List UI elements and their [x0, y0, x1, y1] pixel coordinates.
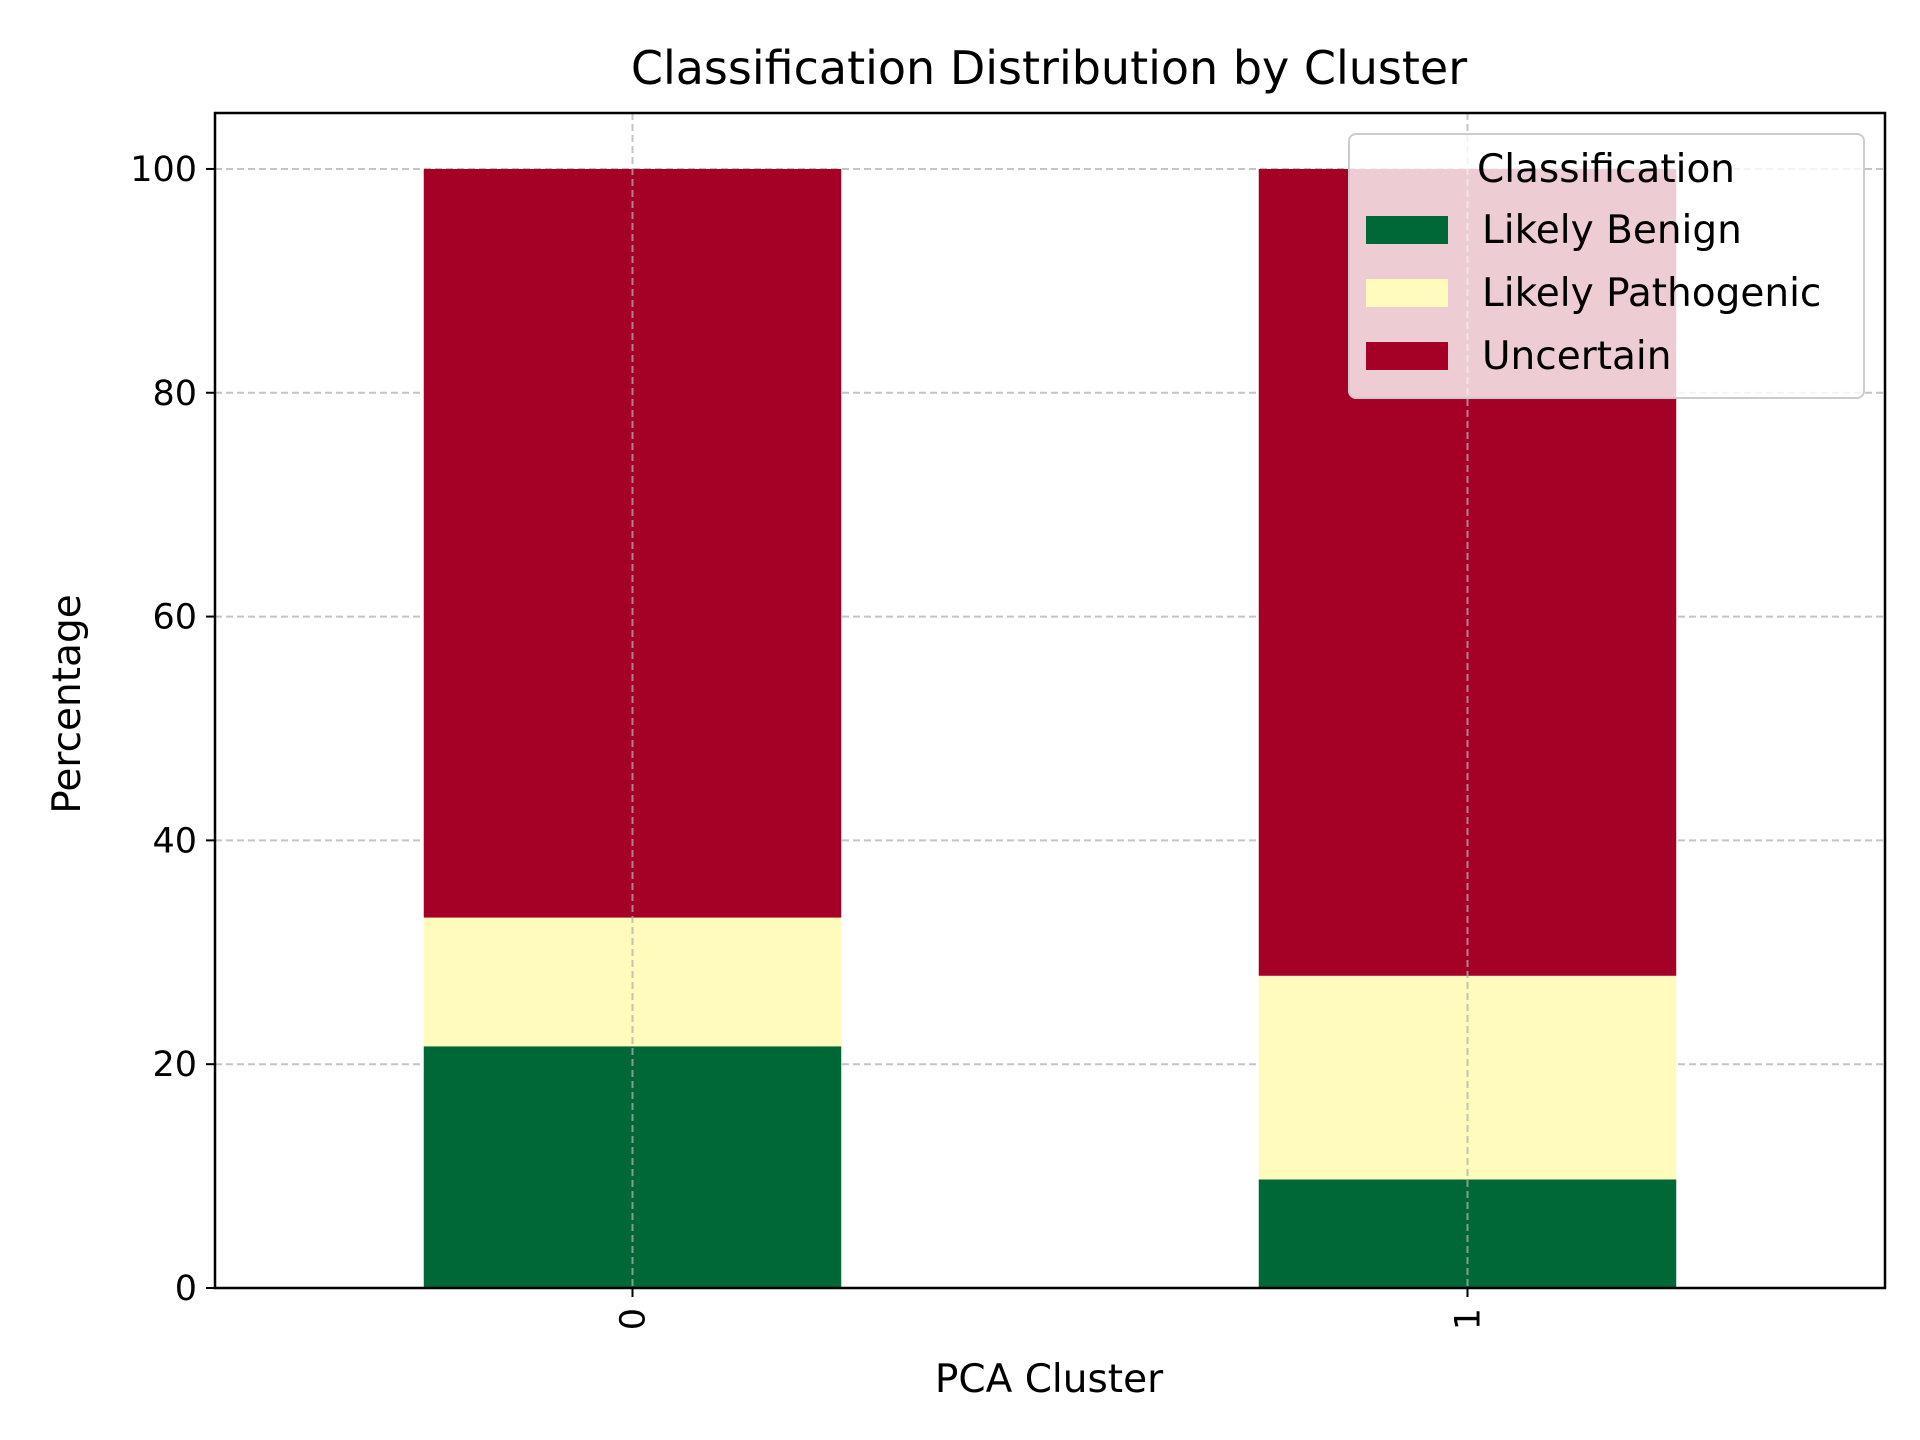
y-tick-label: 80 — [152, 374, 197, 414]
y-tick-label: 100 — [130, 150, 197, 190]
x-axis-label: PCA Cluster — [935, 1357, 1164, 1402]
y-axis-label: Percentage — [45, 594, 90, 813]
legend-label: Likely Benign — [1482, 208, 1742, 253]
x-tick-label: 1 — [1449, 1308, 1489, 1330]
legend: Classification Likely Benign Likely Patho… — [1348, 133, 1865, 399]
legend-title: Classification — [1477, 147, 1735, 192]
legend-swatch — [1366, 216, 1448, 244]
legend-label: Uncertain — [1482, 334, 1671, 379]
axes-frame — [213, 111, 1887, 1290]
legend-label: Likely Pathogenic — [1482, 271, 1821, 316]
x-tick-label: 0 — [614, 1308, 654, 1330]
chart-title: Classification Distribution by Cluster — [631, 41, 1467, 95]
y-tick-label: 60 — [152, 598, 197, 638]
y-tick-label: 20 — [152, 1045, 197, 1085]
legend-box — [1348, 133, 1865, 399]
legend-swatch — [1366, 342, 1448, 370]
y-tick-label: 40 — [152, 821, 197, 861]
vertical-grid-lines — [631, 113, 1469, 1288]
legend-swatch — [1366, 279, 1448, 307]
axis-ticks: 0 20 40 60 80 100 0 1 — [130, 150, 1488, 1330]
legend-entries: Likely Benign Likely Pathogenic Uncertain — [1366, 208, 1821, 379]
y-tick-label: 0 — [175, 1269, 197, 1309]
